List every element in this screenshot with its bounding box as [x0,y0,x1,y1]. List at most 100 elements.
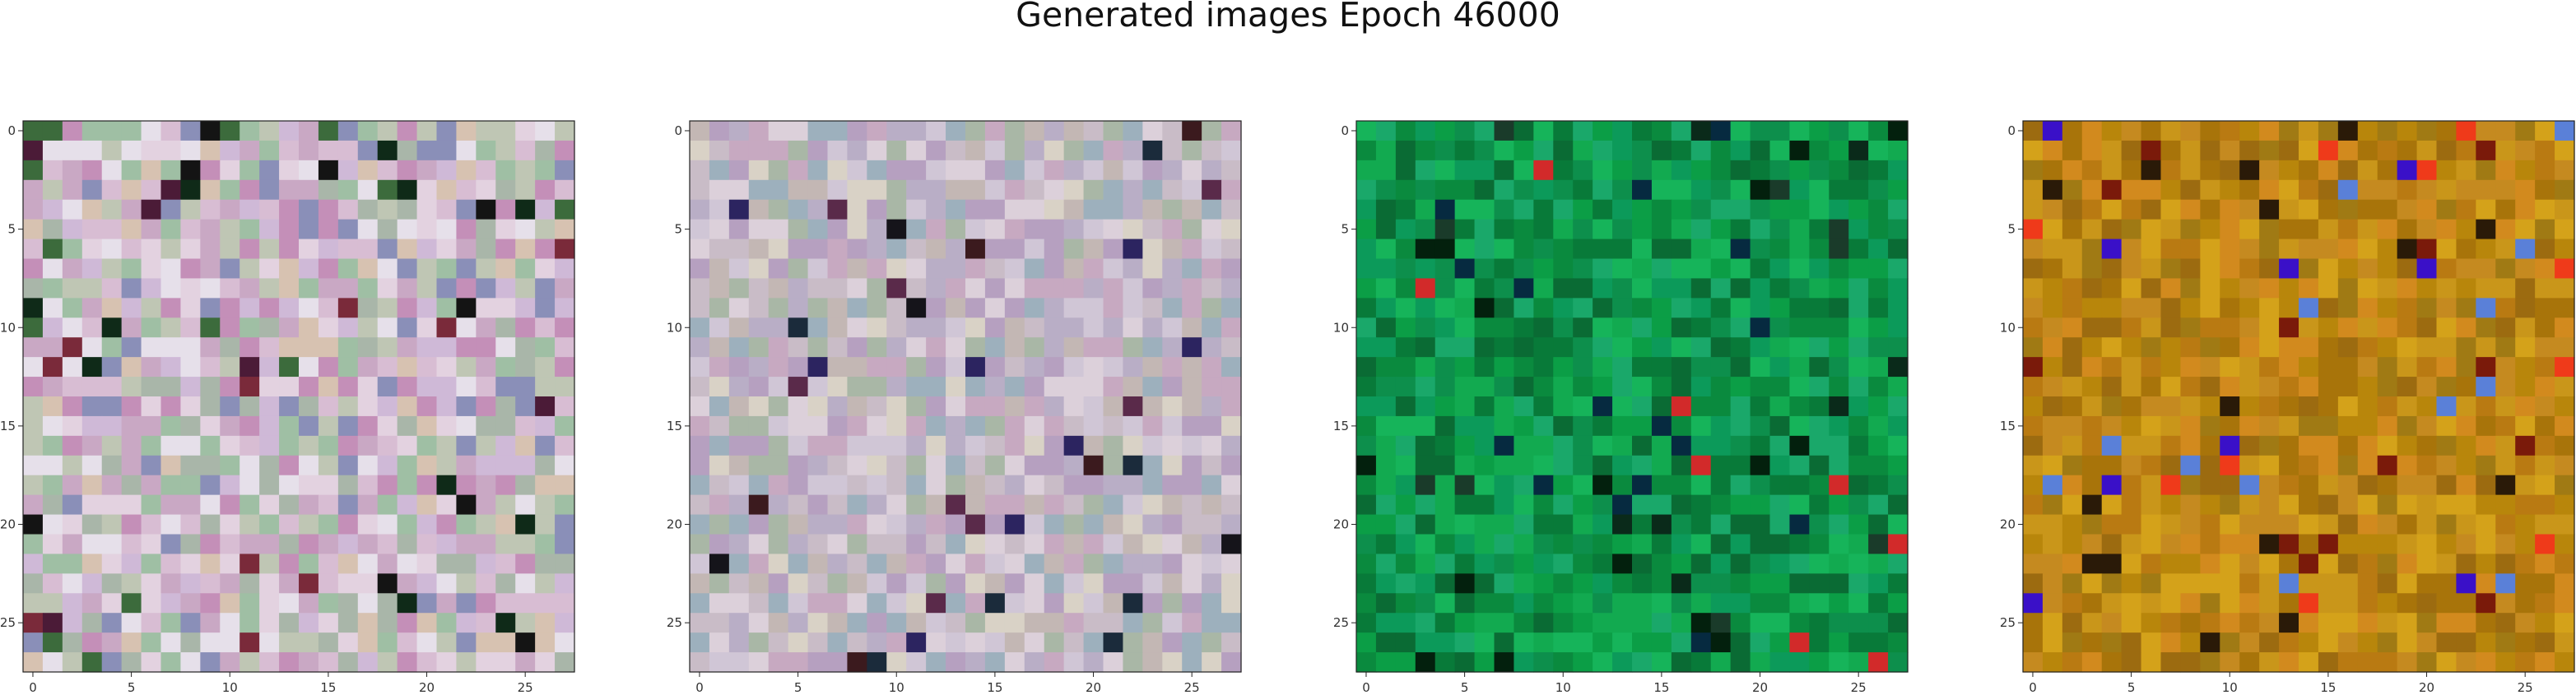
pixel-cell [2160,317,2182,338]
pixel-cell [965,534,986,555]
pixel-cell [121,613,142,633]
pixel-cell [2337,357,2359,378]
pixel-cell [1632,514,1653,535]
pixel-cell [2220,357,2240,378]
pixel-cell [906,554,927,574]
pixel-cell [886,396,907,417]
pixel-cell [2101,415,2123,437]
pixel-cell [101,357,123,378]
pixel-cell [456,475,477,496]
pixel-cell [1415,455,1436,476]
pixel-cell [1142,258,1163,280]
pixel-cell [827,514,849,535]
pixel-cell [2279,396,2299,417]
pixel-cell [1651,160,1672,181]
pixel-cell [2337,298,2359,318]
pixel-cell [2062,278,2083,299]
pixel-cell [946,415,966,437]
pixel-cell [1750,357,1771,378]
pixel-cell [1395,121,1416,141]
pixel-cell [965,435,986,456]
pixel-cell [495,593,516,614]
pixel-cell [121,258,142,280]
pixel-cell [1651,199,1672,220]
pixel-cell [1356,632,1377,653]
pixel-cell [121,121,142,141]
pixel-cell [965,219,986,240]
pixel-cell [1004,534,1025,555]
pixel-cell [2299,415,2319,437]
pixel-cell [1063,613,1085,633]
pixel-cell [160,396,182,417]
pixel-cell [1044,160,1065,181]
pixel-cell [2299,632,2319,653]
pixel-cell [377,396,398,417]
pixel-cell [2141,415,2162,437]
pixel-cell [239,317,260,338]
pixel-cell [1123,377,1143,397]
pixel-cell [867,593,887,614]
pixel-cell [1829,632,1849,653]
pixel-cell [357,298,379,318]
pixel-cell [2416,121,2438,141]
pixel-cell [965,317,986,338]
pixel-cell [318,219,339,240]
pixel-cell [141,337,162,358]
pixel-cell [768,593,789,614]
pixel-cell [2495,278,2516,299]
pixel-cell [2299,278,2319,299]
pixel-cell [2318,298,2339,318]
pixel-cell [709,239,730,260]
pixel-cell [847,199,867,220]
pixel-cell [535,121,556,141]
pixel-cell [2081,573,2103,594]
pixel-cell [1533,632,1554,653]
pixel-cell [1494,554,1515,574]
pixel-cell [2495,494,2516,516]
pixel-cell [2160,160,2182,181]
pixel-cell [926,199,946,220]
pixel-cell [1789,199,1810,220]
pixel-cell [807,593,829,614]
pixel-cell [728,298,750,318]
pixel-cell [2081,337,2103,358]
pixel-cell [535,632,556,653]
pixel-cell [2436,219,2457,240]
pixel-cell [1888,199,1909,220]
pixel-cell [984,357,1006,378]
pixel-cell [279,121,300,141]
pixel-cell [456,514,477,535]
pixel-cell [42,396,63,417]
pixel-cell [1063,357,1085,378]
pixel-cell [23,455,44,476]
pixel-cell [2318,573,2339,594]
pixel-cell [495,140,516,161]
pixel-cell [1868,652,1889,673]
pixel-cell [2555,219,2575,240]
pixel-cell [180,554,201,574]
pixel-cell [357,632,379,653]
pixel-cell [2436,534,2457,555]
pixel-cell [2141,435,2162,456]
pixel-cell [1514,317,1534,338]
pixel-cell [827,377,849,397]
pixel-cell [2160,554,2182,574]
pixel-cell [1415,494,1436,516]
pixel-cell [1004,357,1025,378]
pixel-cell [1888,494,1909,516]
pixel-cell [515,593,536,614]
pixel-cell [42,435,63,456]
pixel-cell [2042,357,2063,378]
pixel-cell [1182,573,1202,594]
pixel-cell [2318,475,2339,496]
x-tick-label: 0 [2029,680,2037,695]
pixel-cell [377,415,398,437]
pixel-cell [476,278,496,299]
pixel-cell [867,554,887,574]
pixel-cell [2101,337,2123,358]
pixel-cell [121,179,142,201]
pixel-cell [965,337,986,358]
pixel-cell [2555,494,2575,516]
pixel-cell [1829,396,1849,417]
